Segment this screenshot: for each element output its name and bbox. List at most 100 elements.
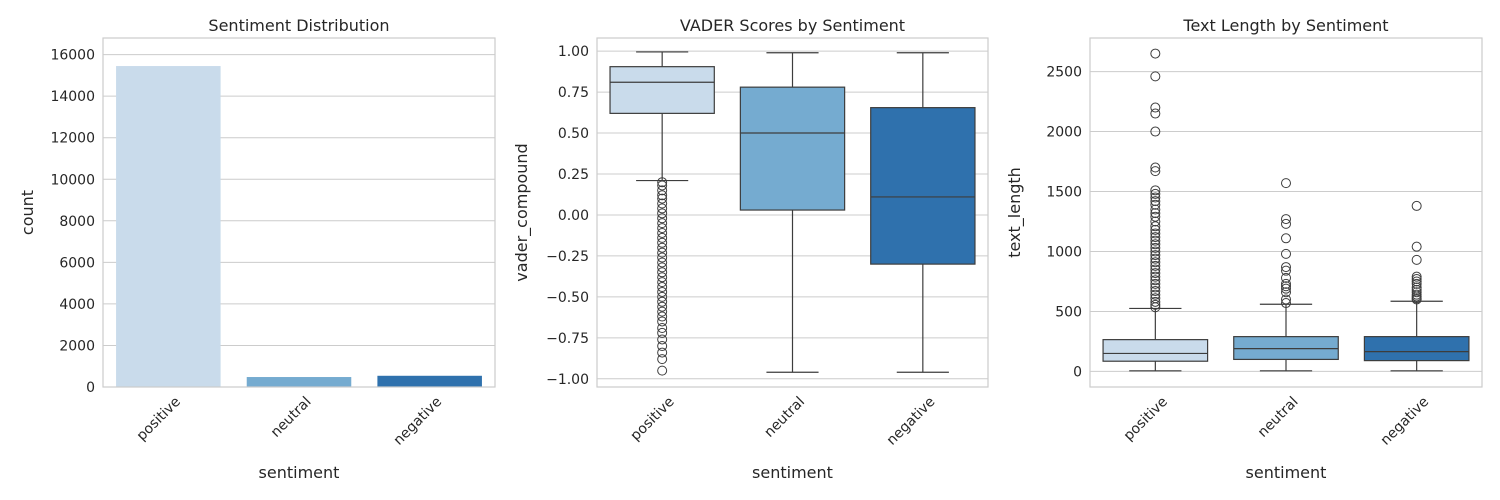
y-tick-label: 14000: [50, 89, 95, 105]
outlier-point: [1150, 216, 1161, 227]
outlier-point: [657, 282, 668, 293]
outlier-point: [1150, 275, 1161, 286]
plot-frame: [1089, 37, 1483, 388]
outlier-point: [1281, 248, 1291, 259]
outlier-point: [1411, 271, 1422, 282]
x-tick-label: negative: [1378, 394, 1433, 449]
outlier-point: [1150, 282, 1161, 293]
box-positive: [1102, 339, 1209, 362]
outlier-point: [1150, 299, 1161, 310]
outlier-point: [1150, 196, 1161, 207]
outlier-point: [657, 223, 668, 234]
outlier-point: [1150, 126, 1161, 137]
outlier-point: [1150, 162, 1161, 173]
outlier-point: [657, 252, 668, 263]
outlier-point: [1150, 102, 1161, 113]
outlier-point: [1281, 298, 1291, 309]
outlier-point: [1281, 265, 1291, 276]
outlier-point: [657, 227, 668, 238]
chart-title: Text Length by Sentiment: [1182, 16, 1388, 35]
outlier-point: [657, 341, 668, 352]
bar-neutral: [246, 377, 352, 387]
outlier-point: [657, 218, 668, 229]
panel-sentiment-distribution: 0 2000 4000 6000 8000 10000 12000 14000 16000 pos…: [18, 16, 496, 482]
outlier-point: [1150, 221, 1161, 232]
outlier-point: [1281, 272, 1291, 283]
outlier-point: [1281, 281, 1291, 292]
y-tick-label: 16000: [50, 48, 95, 64]
outlier-point: [1150, 268, 1161, 279]
x-tick-label: positive: [134, 394, 184, 444]
outlier-point: [1411, 274, 1422, 285]
outlier-point: [1150, 289, 1161, 300]
chart-title: Sentiment Distribution: [208, 16, 389, 35]
chart-title: VADER Scores by Sentiment: [680, 16, 905, 35]
x-tick-label: neutral: [761, 394, 808, 441]
outlier-point: [1150, 211, 1161, 222]
outlier-point: [657, 291, 668, 302]
outlier-point: [657, 198, 668, 209]
y-tick-label: 8000: [59, 214, 95, 230]
outlier-point: [657, 316, 668, 327]
outlier-point: [657, 327, 668, 338]
panel-text-length: 0 500 1000 1500 2000 2500 positive neutral negat…: [1005, 16, 1483, 482]
outlier-point: [657, 286, 668, 297]
y-tick-label: 2000: [1046, 125, 1082, 141]
outlier-point: [657, 277, 668, 288]
outlier-point: [657, 203, 668, 214]
y-tick-label: 1500: [1046, 185, 1082, 201]
box-negative: [1363, 336, 1470, 362]
outlier-point: [657, 213, 668, 224]
outlier-point: [1411, 284, 1422, 295]
outlier-point: [1150, 208, 1161, 219]
outlier-point: [1281, 214, 1291, 225]
outlier-point: [1411, 278, 1422, 289]
plot-frame: [596, 37, 989, 388]
outlier-point: [1150, 204, 1161, 215]
outlier-point: [1281, 278, 1291, 289]
outlier-point: [1411, 276, 1422, 287]
outlier-point: [1150, 232, 1161, 243]
outlier-point: [657, 296, 668, 307]
outlier-point: [1150, 235, 1161, 246]
outlier-point: [657, 323, 668, 334]
x-tick-label: neutral: [268, 394, 315, 441]
bar-negative: [377, 375, 482, 387]
y-tick-label: −0.50: [546, 290, 589, 306]
outlier-point: [1281, 233, 1291, 244]
outlier-point: [657, 177, 668, 188]
x-tick-label: positive: [1121, 394, 1171, 444]
outlier-point: [1150, 271, 1161, 282]
x-axis-label: sentiment: [752, 463, 833, 482]
y-axis-label: count: [18, 190, 37, 235]
y-axis-label: text_length: [1005, 167, 1025, 258]
outlier-point: [1150, 71, 1161, 82]
y-tick-label: 1.00: [558, 44, 589, 60]
box-positive: [609, 66, 715, 114]
outlier-point: [1411, 287, 1422, 298]
outlier-point: [1150, 239, 1161, 250]
x-axis-label: sentiment: [1246, 463, 1327, 482]
outlier-point: [1150, 250, 1161, 261]
x-tick-label: negative: [884, 394, 939, 449]
outlier-point: [1281, 178, 1291, 189]
outlier-point: [1411, 241, 1422, 252]
outlier-point: [657, 365, 668, 376]
outlier-point: [1150, 192, 1161, 203]
bar-positive: [116, 66, 221, 387]
outlier-point: [1150, 257, 1161, 268]
outlier-point: [657, 242, 668, 253]
x-tick-label: positive: [628, 394, 678, 444]
outlier-point: [657, 306, 668, 317]
y-tick-label: 0: [86, 380, 95, 396]
outlier-point: [657, 347, 668, 358]
box-neutral: [739, 86, 846, 211]
outlier-point: [657, 232, 668, 243]
y-tick-label: 6000: [59, 255, 95, 271]
outlier-point: [1411, 254, 1422, 265]
y-tick-label: 0: [1073, 364, 1082, 380]
y-tick-label: 4000: [59, 297, 95, 313]
y-tick-label: 0.25: [558, 167, 589, 183]
y-tick-label: 2500: [1046, 65, 1082, 81]
outlier-point: [1150, 264, 1161, 275]
